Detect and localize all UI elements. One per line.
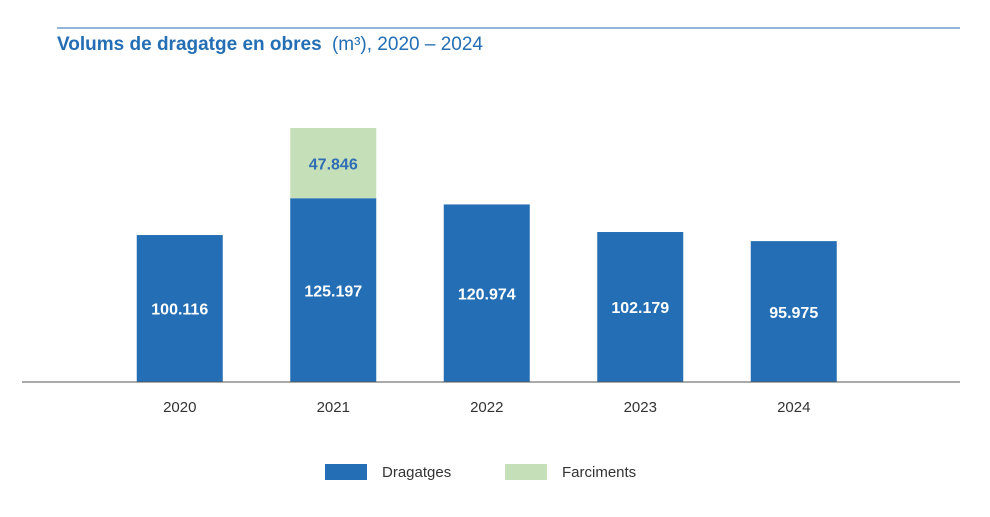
bar-segment xyxy=(290,128,377,199)
value-label: 100.116 xyxy=(151,302,208,319)
bar-segment xyxy=(750,241,837,382)
x-tick-label: 2023 xyxy=(624,399,657,416)
bar-segment xyxy=(290,198,377,382)
value-label: 47.846 xyxy=(309,156,358,173)
chart-subtitle: (m³), 2020 – 2024 xyxy=(332,34,483,55)
value-label: 120.974 xyxy=(458,286,516,303)
bar-segment xyxy=(597,232,684,382)
legend-label: Farciments xyxy=(562,464,636,481)
x-tick-label: 2020 xyxy=(163,399,196,416)
chart-title-group: Volums de dragatge en obres (m³), 2020 –… xyxy=(57,34,483,55)
legend-swatch xyxy=(505,464,547,480)
legend-swatch xyxy=(325,464,367,480)
bar-segment xyxy=(136,235,223,382)
x-tick-label: 2022 xyxy=(470,399,503,416)
x-tick-label: 2021 xyxy=(317,399,350,416)
legend-label: Dragatges xyxy=(382,464,451,481)
value-label: 125.197 xyxy=(304,283,362,300)
bar-segment xyxy=(443,204,530,382)
x-tick-label: 2024 xyxy=(777,399,810,416)
chart-title: Volums de dragatge en obres xyxy=(57,34,322,55)
value-label: 102.179 xyxy=(611,300,669,317)
value-label: 95.975 xyxy=(769,305,818,322)
